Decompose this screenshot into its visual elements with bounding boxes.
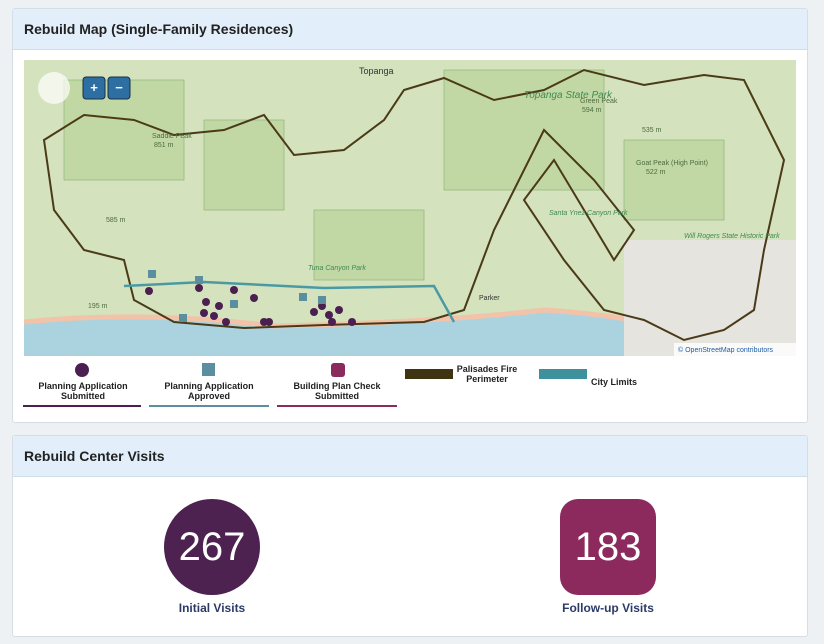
map-label: 535 m	[642, 127, 662, 134]
stat: 267 Initial Visits	[132, 499, 292, 615]
map-label: Green Peak	[580, 98, 618, 105]
map-label: Topanga State Park	[524, 90, 613, 101]
legend-symbols	[23, 363, 587, 407]
map-labels: Topanga Topanga State Park Green Peak 59…	[88, 66, 780, 310]
panel-title: Rebuild Center Visits	[13, 436, 807, 477]
map-label: Goat Peak (High Point)	[636, 160, 708, 167]
zoom-out-label[interactable]: −	[115, 80, 123, 95]
stat-value: 267	[164, 499, 260, 595]
legend-label: Building Plan Check Submitted	[293, 381, 381, 401]
map-panel: Rebuild Map (Single-Family Residences) T…	[12, 8, 808, 423]
map-label: 585 m	[106, 217, 126, 224]
map-label: Santa Ynez Canyon Park	[549, 210, 628, 217]
panel-title: Rebuild Map (Single-Family Residences)	[13, 9, 807, 50]
map-label: Saddle Peak	[152, 133, 192, 140]
attribution[interactable]: © OpenStreetMap contributors	[678, 346, 774, 354]
map-label: 851 m	[154, 142, 174, 149]
legend-label: City Limits	[591, 377, 638, 387]
stat-value: 183	[560, 499, 656, 595]
visits-panel: Rebuild Center Visits 267 Initial Visits…	[12, 435, 808, 637]
legend-label: Palisades Fire Perimeter	[456, 364, 518, 384]
map-label: 195 m	[88, 303, 108, 310]
map: Topanga Topanga State Park Green Peak 59…	[24, 60, 796, 356]
legend: Planning Application Submitted Planning …	[23, 361, 793, 421]
stat-label: Follow-up Visits	[562, 601, 654, 615]
map-label: Tuna Canyon Park	[308, 265, 366, 272]
map-label: Will Rogers State Historic Park	[684, 233, 780, 240]
map-label: 594 m	[582, 107, 602, 114]
zoom-in[interactable]	[82, 76, 106, 100]
map-label: 522 m	[646, 169, 666, 176]
legend-label: Planning Application Submitted	[38, 381, 128, 401]
stat: 183 Follow-up Visits	[528, 499, 688, 615]
map-label: Topanga	[359, 66, 394, 76]
stat-label: Initial Visits	[178, 601, 246, 615]
zoom-out[interactable]	[107, 76, 131, 100]
legend-label: Planning Application Approved	[164, 381, 254, 401]
zoom-in-label[interactable]: +	[90, 80, 98, 95]
map-label: Parker	[479, 295, 500, 302]
